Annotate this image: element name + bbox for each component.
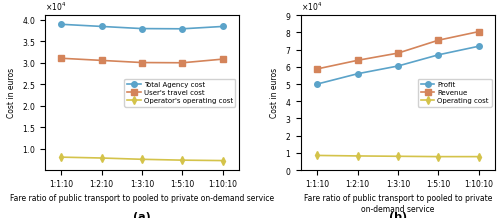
Operator's operating cost <box>98 157 104 159</box>
Operator's operating cost <box>58 156 64 158</box>
Revenue <box>314 68 320 70</box>
Total Agency cost <box>139 27 145 30</box>
User's travel cost <box>180 61 186 64</box>
Legend: Total Agency cost, User's travel cost, Operator's operating cost: Total Agency cost, User's travel cost, O… <box>124 79 236 107</box>
Text: (a): (a) <box>133 212 151 218</box>
Legend: Profit, Revenue, Operating cost: Profit, Revenue, Operating cost <box>418 79 492 107</box>
Operating cost <box>476 155 482 158</box>
Y-axis label: Cost in euros: Cost in euros <box>270 68 280 118</box>
Line: Profit: Profit <box>314 43 482 87</box>
Y-axis label: Cost in euros: Cost in euros <box>7 68 16 118</box>
Profit <box>354 72 360 75</box>
Total Agency cost <box>180 27 186 30</box>
Operating cost <box>395 155 401 158</box>
Total Agency cost <box>58 23 64 26</box>
Operating cost <box>436 155 442 158</box>
Operator's operating cost <box>180 159 186 162</box>
User's travel cost <box>220 58 226 60</box>
Line: Revenue: Revenue <box>314 29 482 72</box>
Text: (b): (b) <box>389 212 407 218</box>
Total Agency cost <box>220 25 226 28</box>
Revenue <box>476 30 482 33</box>
Operating cost <box>314 154 320 157</box>
Total Agency cost <box>98 25 104 28</box>
Profit <box>314 83 320 85</box>
X-axis label: Fare ratio of public transport to pooled to private on-demand service: Fare ratio of public transport to pooled… <box>10 194 274 203</box>
Operator's operating cost <box>220 159 226 162</box>
Profit <box>395 65 401 67</box>
X-axis label: Fare ratio of public transport to pooled to private on-demand service: Fare ratio of public transport to pooled… <box>304 194 492 214</box>
Operating cost <box>354 155 360 157</box>
Line: Total Agency cost: Total Agency cost <box>58 22 226 32</box>
Revenue <box>436 39 442 41</box>
Profit <box>436 53 442 56</box>
User's travel cost <box>139 61 145 64</box>
Revenue <box>395 52 401 54</box>
User's travel cost <box>98 59 104 62</box>
Revenue <box>354 59 360 62</box>
User's travel cost <box>58 57 64 60</box>
Line: Operator's operating cost: Operator's operating cost <box>58 154 226 163</box>
Line: User's travel cost: User's travel cost <box>58 55 226 66</box>
Profit <box>476 45 482 48</box>
Line: Operating cost: Operating cost <box>314 153 482 159</box>
Operator's operating cost <box>139 158 145 161</box>
